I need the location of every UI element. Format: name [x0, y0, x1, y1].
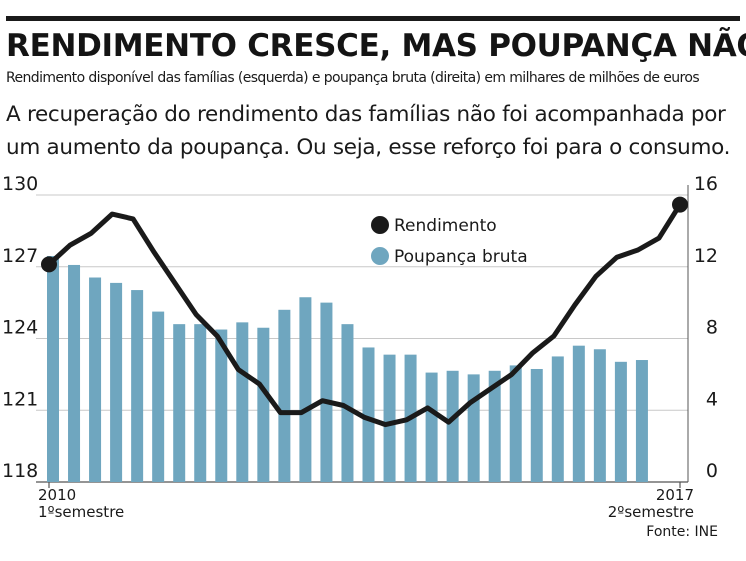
poupanca-bar: [89, 277, 102, 482]
left-tick-label: 118: [2, 460, 38, 482]
x-tick-label: 1ºsemestre: [38, 503, 124, 521]
rendimento-start-point: [41, 256, 57, 273]
left-tick-label: 130: [2, 173, 38, 195]
poupanca-bar: [509, 365, 522, 482]
poupanca-bar: [236, 322, 249, 482]
poupanca-bar: [299, 297, 312, 482]
rendimento-line: [41, 196, 688, 428]
right-tick-label: 12: [694, 245, 718, 267]
right-tick-label: 8: [706, 317, 718, 339]
poupanca-bar: [152, 311, 165, 482]
chart-subtitle: Rendimento disponível das famílias (esqu…: [6, 70, 700, 86]
poupanca-bar: [572, 345, 585, 482]
left-tick-label: 127: [2, 245, 38, 267]
poupanca-bar: [635, 360, 648, 482]
poupanca-bar: [257, 327, 270, 482]
poupanca-bar: [173, 324, 186, 482]
legend-poupanca-label: Poupança bruta: [394, 247, 528, 267]
poupanca-bar: [530, 368, 543, 482]
legend-poupanca-swatch: [371, 247, 389, 265]
poupanca-bar: [593, 349, 606, 482]
poupanca-bar: [383, 354, 396, 482]
right-tick-label: 16: [694, 173, 718, 195]
poupanca-bar: [131, 290, 144, 482]
left-tick-label: 124: [2, 317, 38, 339]
legend-rendimento-swatch: [371, 216, 389, 234]
poupanca-bar: [488, 370, 501, 482]
x-tick-label: 2010: [38, 486, 76, 504]
intro-text: A recuperação do rendimento das famílias…: [6, 102, 731, 160]
poupanca-bar: [446, 370, 459, 482]
x-tick-label: 2ºsemestre: [608, 503, 694, 521]
left-tick-label: 121: [2, 388, 38, 410]
poupanca-bar: [278, 309, 291, 482]
chart-title: RENDIMENTO CRESCE, MAS POUPANÇA NÃO: [6, 28, 746, 64]
right-tick-label: 0: [706, 460, 718, 482]
poupanca-bar: [467, 374, 480, 482]
poupanca-bar: [551, 356, 564, 482]
poupanca-bar: [614, 361, 627, 482]
poupanca-bar: [68, 264, 81, 482]
top-rule: [6, 16, 740, 21]
legend-rendimento-label: Rendimento: [394, 216, 497, 236]
poupanca-bar: [341, 324, 354, 482]
right-tick-label: 4: [706, 388, 718, 410]
poupanca-bar: [425, 372, 438, 482]
poupanca-bar: [215, 329, 228, 482]
x-tick-label: 2017: [656, 486, 694, 504]
poupanca-bar: [110, 282, 123, 482]
poupanca-bar: [320, 302, 333, 482]
source-note: Fonte: INE: [646, 524, 718, 540]
legend: Rendimento Poupança bruta: [371, 216, 528, 267]
rendimento-end-point: [672, 196, 688, 213]
poupanca-bar: [47, 255, 59, 482]
poupanca-bar: [362, 347, 375, 482]
poupanca-bar: [194, 324, 207, 482]
rendimento-line-path: [46, 202, 683, 428]
poupanca-bars: [47, 255, 648, 482]
